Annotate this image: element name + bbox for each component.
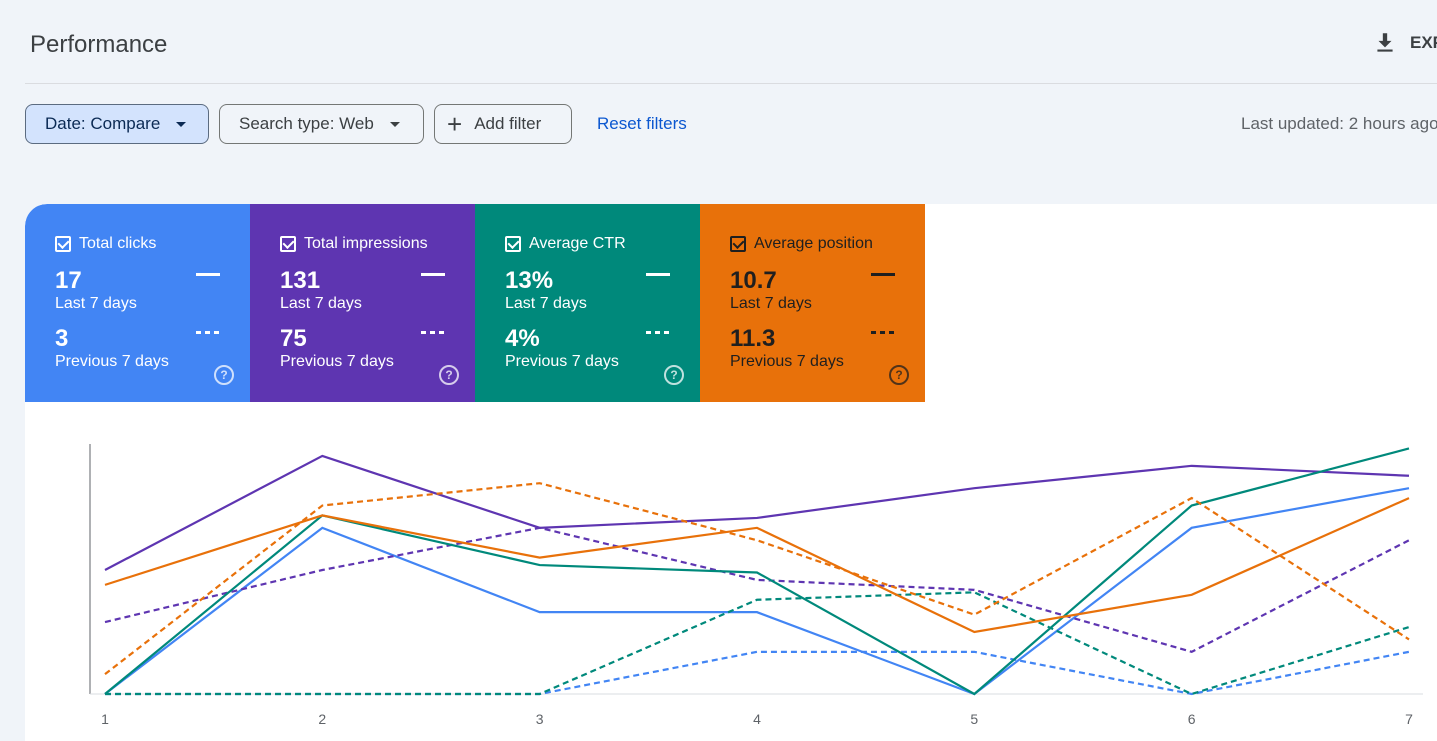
x-tick-label: 5 bbox=[970, 711, 978, 727]
current-label: Last 7 days bbox=[730, 295, 812, 312]
solid-line-legend-icon bbox=[196, 273, 220, 276]
plus-icon: + bbox=[447, 109, 463, 139]
help-icon[interactable]: ? bbox=[214, 365, 234, 385]
performance-chart[interactable]: 1 2 3 4 5 6 7 bbox=[25, 402, 1437, 741]
card-header[interactable]: Average CTR bbox=[505, 235, 626, 253]
help-icon[interactable]: ? bbox=[664, 365, 684, 385]
help-icon[interactable]: ? bbox=[889, 365, 909, 385]
card-total-impressions[interactable]: Total impressions 131 Last 7 days 75 Pre… bbox=[250, 204, 475, 402]
card-average-ctr[interactable]: Average CTR 13% Last 7 days 4% Previous … bbox=[475, 204, 700, 402]
x-tick-label: 4 bbox=[753, 711, 761, 727]
series-line-clicks-previous bbox=[105, 650, 1410, 696]
export-label: EXPORT bbox=[1410, 33, 1437, 52]
line-chart-svg[interactable]: 1 2 3 4 5 6 7 bbox=[25, 402, 1437, 741]
chevron-down-icon bbox=[176, 121, 187, 127]
date-filter-chip[interactable]: Date: Compare bbox=[25, 104, 209, 144]
card-total-clicks[interactable]: Total clicks 17 Last 7 days 3 Previous 7… bbox=[25, 204, 250, 402]
card-title: Average position bbox=[754, 235, 873, 252]
export-button[interactable]: EXPORT bbox=[1372, 30, 1437, 56]
current-value: 17 bbox=[55, 267, 82, 294]
series-line-clicks-current bbox=[104, 487, 1410, 696]
x-tick-label: 3 bbox=[536, 711, 544, 727]
series-line-position-previous bbox=[104, 482, 1410, 676]
current-value: 131 bbox=[280, 267, 321, 294]
checkbox-icon[interactable] bbox=[505, 236, 521, 252]
dashed-line-legend-icon bbox=[871, 331, 895, 334]
previous-value: 3 bbox=[55, 325, 69, 352]
previous-value: 75 bbox=[280, 325, 307, 352]
search-type-chip[interactable]: Search type: Web bbox=[219, 104, 424, 144]
series-line-impressions-current bbox=[104, 454, 1410, 571]
series-line-ctr-current bbox=[104, 447, 1410, 696]
current-label: Last 7 days bbox=[55, 295, 137, 312]
header-divider bbox=[25, 83, 1437, 84]
previous-value: 11.3 bbox=[730, 325, 776, 352]
date-filter-label: Date: Compare bbox=[45, 114, 161, 133]
card-header[interactable]: Total clicks bbox=[55, 235, 156, 253]
current-label: Last 7 days bbox=[280, 295, 362, 312]
dashed-line-legend-icon bbox=[646, 331, 670, 334]
x-tick-label: 2 bbox=[318, 711, 326, 727]
checkbox-icon[interactable] bbox=[730, 236, 746, 252]
solid-line-legend-icon bbox=[871, 273, 895, 276]
solid-line-legend-icon bbox=[646, 273, 670, 276]
last-updated-text: Last updated: 2 hours ago bbox=[1241, 114, 1437, 133]
chevron-down-icon bbox=[389, 121, 400, 127]
x-tick-label: 6 bbox=[1188, 711, 1196, 727]
current-value: 13% bbox=[505, 267, 554, 294]
previous-value: 4% bbox=[505, 325, 540, 352]
add-filter-label: Add filter bbox=[474, 114, 542, 133]
current-value: 10.7 bbox=[730, 267, 777, 294]
metric-cards: Total clicks 17 Last 7 days 3 Previous 7… bbox=[25, 204, 925, 402]
reset-filters-link[interactable]: Reset filters bbox=[597, 114, 687, 133]
page-title: Performance bbox=[30, 31, 168, 58]
x-tick-label: 1 bbox=[101, 711, 109, 727]
performance-panel: Total clicks 17 Last 7 days 3 Previous 7… bbox=[25, 204, 1437, 741]
dashed-line-legend-icon bbox=[421, 331, 445, 334]
card-title: Average CTR bbox=[529, 235, 626, 252]
current-label: Last 7 days bbox=[505, 295, 587, 312]
help-icon[interactable]: ? bbox=[439, 365, 459, 385]
checkbox-icon[interactable] bbox=[280, 236, 296, 252]
card-title: Total clicks bbox=[79, 235, 157, 252]
previous-label: Previous 7 days bbox=[730, 353, 844, 370]
dashed-line-legend-icon bbox=[196, 331, 220, 334]
card-title: Total impressions bbox=[304, 235, 428, 252]
series-line-impressions-previous bbox=[104, 526, 1410, 654]
series-line-position-current bbox=[104, 497, 1410, 634]
download-icon bbox=[1377, 33, 1393, 52]
card-average-position[interactable]: Average position 10.7 Last 7 days 11.3 P… bbox=[700, 204, 925, 402]
previous-label: Previous 7 days bbox=[55, 353, 169, 370]
card-header[interactable]: Total impressions bbox=[280, 235, 428, 253]
x-tick-label: 7 bbox=[1405, 711, 1413, 727]
solid-line-legend-icon bbox=[421, 273, 445, 276]
previous-label: Previous 7 days bbox=[280, 353, 394, 370]
add-filter-button[interactable]: + Add filter bbox=[434, 104, 572, 144]
search-type-label: Search type: Web bbox=[239, 114, 374, 133]
previous-label: Previous 7 days bbox=[505, 353, 619, 370]
series-line-ctr-previous bbox=[105, 591, 1410, 696]
checkbox-icon[interactable] bbox=[55, 236, 71, 252]
card-header[interactable]: Average position bbox=[730, 235, 873, 253]
